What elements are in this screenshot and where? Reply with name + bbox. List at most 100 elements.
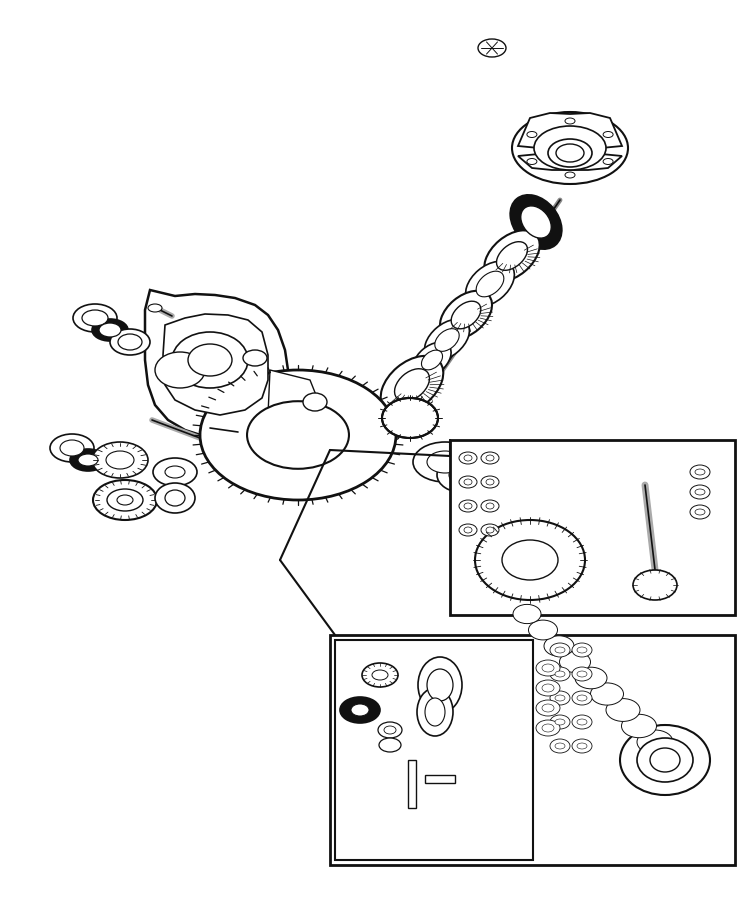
Ellipse shape (465, 261, 514, 307)
Ellipse shape (555, 671, 565, 677)
Ellipse shape (440, 291, 492, 339)
Ellipse shape (555, 647, 565, 653)
Ellipse shape (565, 118, 575, 124)
Ellipse shape (572, 715, 592, 729)
Bar (330, 635, 735, 865)
Ellipse shape (73, 304, 117, 332)
Ellipse shape (536, 700, 560, 716)
Ellipse shape (637, 738, 693, 782)
Ellipse shape (155, 352, 205, 388)
Ellipse shape (577, 695, 587, 701)
Ellipse shape (379, 738, 401, 752)
Ellipse shape (695, 509, 705, 515)
Ellipse shape (303, 393, 327, 411)
Ellipse shape (243, 350, 267, 366)
Ellipse shape (486, 455, 494, 461)
Ellipse shape (577, 743, 587, 749)
Ellipse shape (591, 683, 623, 705)
Ellipse shape (425, 320, 469, 361)
Ellipse shape (82, 310, 108, 326)
Ellipse shape (110, 329, 150, 355)
Ellipse shape (572, 643, 592, 657)
Ellipse shape (449, 465, 481, 485)
Ellipse shape (247, 401, 349, 469)
Ellipse shape (464, 455, 472, 461)
Ellipse shape (536, 660, 560, 676)
Ellipse shape (690, 465, 710, 479)
Ellipse shape (417, 688, 453, 736)
Ellipse shape (603, 158, 613, 165)
Bar (450, 440, 735, 615)
Ellipse shape (559, 652, 591, 672)
Ellipse shape (527, 158, 537, 165)
Ellipse shape (496, 242, 528, 270)
Ellipse shape (425, 698, 445, 726)
Ellipse shape (459, 524, 477, 536)
Ellipse shape (575, 667, 607, 688)
Ellipse shape (555, 695, 565, 701)
Ellipse shape (107, 489, 143, 511)
Ellipse shape (200, 370, 396, 500)
Ellipse shape (577, 647, 587, 653)
Ellipse shape (481, 524, 499, 536)
Ellipse shape (542, 684, 554, 692)
Ellipse shape (437, 457, 493, 493)
Ellipse shape (351, 704, 369, 716)
Ellipse shape (427, 451, 463, 473)
Ellipse shape (555, 743, 565, 749)
Ellipse shape (606, 698, 640, 722)
Bar (335, 640, 533, 860)
Ellipse shape (548, 139, 592, 167)
Polygon shape (268, 370, 316, 418)
Ellipse shape (622, 715, 657, 738)
Ellipse shape (381, 356, 443, 414)
Ellipse shape (378, 722, 402, 738)
Ellipse shape (60, 440, 84, 456)
Ellipse shape (459, 452, 477, 464)
Ellipse shape (521, 206, 551, 238)
Ellipse shape (695, 469, 705, 475)
Ellipse shape (117, 495, 133, 505)
Ellipse shape (382, 398, 438, 438)
Bar (408, 760, 416, 808)
Ellipse shape (394, 369, 430, 401)
Ellipse shape (577, 671, 587, 677)
Ellipse shape (544, 635, 574, 656)
Ellipse shape (106, 451, 134, 469)
Ellipse shape (459, 476, 477, 488)
Ellipse shape (464, 479, 472, 485)
Ellipse shape (550, 667, 570, 681)
Ellipse shape (512, 112, 628, 184)
Ellipse shape (695, 489, 705, 495)
Ellipse shape (165, 490, 185, 506)
Ellipse shape (565, 172, 575, 178)
Ellipse shape (435, 328, 459, 351)
Ellipse shape (542, 664, 554, 672)
Ellipse shape (165, 466, 185, 478)
Ellipse shape (550, 691, 570, 705)
Ellipse shape (155, 483, 195, 513)
Ellipse shape (542, 724, 554, 732)
Ellipse shape (536, 680, 560, 696)
Ellipse shape (476, 271, 504, 297)
Ellipse shape (418, 657, 462, 713)
Ellipse shape (99, 323, 121, 337)
Polygon shape (145, 290, 288, 438)
Ellipse shape (481, 476, 499, 488)
Ellipse shape (527, 131, 537, 138)
Ellipse shape (534, 126, 606, 170)
Ellipse shape (153, 458, 197, 486)
Ellipse shape (637, 730, 673, 754)
Ellipse shape (464, 503, 472, 509)
Ellipse shape (172, 332, 248, 388)
Ellipse shape (513, 605, 541, 624)
Ellipse shape (577, 719, 587, 725)
Ellipse shape (511, 195, 562, 249)
Ellipse shape (478, 39, 506, 57)
Ellipse shape (464, 527, 472, 533)
Ellipse shape (603, 131, 613, 138)
Ellipse shape (633, 570, 677, 600)
Ellipse shape (481, 500, 499, 512)
Ellipse shape (550, 715, 570, 729)
Ellipse shape (572, 739, 592, 753)
